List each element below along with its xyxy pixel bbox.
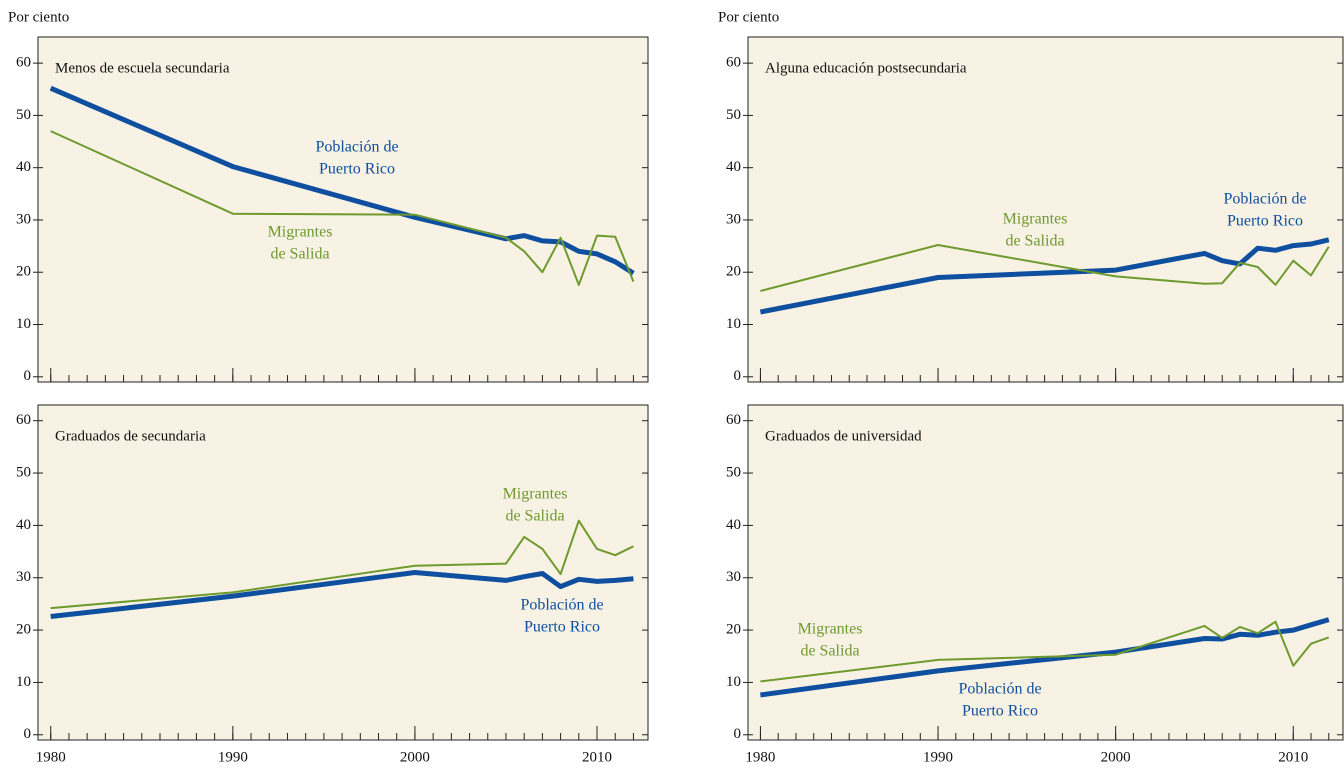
series-label: Puerto Rico — [524, 619, 600, 636]
y-tick-label: 50 — [16, 107, 31, 123]
x-tick-label: 2000 — [400, 749, 430, 765]
y-tick-label: 0 — [734, 726, 742, 742]
series-line — [50, 570, 634, 619]
x-tick-label: 2010 — [1278, 749, 1308, 765]
y-tick-label: 30 — [726, 211, 741, 227]
series-label: Migrantes — [503, 486, 568, 503]
series-line — [49, 85, 635, 276]
y-tick-label: 0 — [24, 726, 32, 742]
y-tick-label: 50 — [16, 464, 31, 480]
panel-title: Graduados de universidad — [765, 428, 922, 444]
y-tick-label: 40 — [16, 517, 31, 533]
series-line — [50, 130, 635, 286]
plot-area — [747, 404, 1344, 741]
series-label: Migrantes — [798, 621, 863, 638]
series-line — [760, 617, 1330, 698]
y-tick-label: 10 — [726, 674, 741, 690]
y-tick-label: 10 — [16, 316, 31, 332]
series-label: Migrantes — [1003, 211, 1068, 228]
plot-area — [37, 404, 649, 741]
panel-title: Alguna educación postsecundaria — [765, 60, 967, 76]
x-tick-label: 1980 — [36, 749, 66, 765]
x-tick-label: 2010 — [582, 749, 612, 765]
y-tick-label: 20 — [726, 622, 741, 638]
series-line — [50, 519, 634, 610]
y-tick-label: 60 — [726, 412, 741, 428]
panel-title: Graduados de secundaria — [55, 428, 206, 444]
series-label: Migrantes — [268, 224, 333, 241]
y-tick-label: 20 — [16, 622, 31, 638]
series-label: Población de — [520, 597, 603, 614]
series-label: Puerto Rico — [1227, 213, 1303, 230]
series-label: Población de — [1223, 191, 1306, 208]
y-tick-label: 60 — [16, 412, 31, 428]
series-label: de Salida — [1005, 233, 1064, 250]
y-tick-label: 60 — [726, 55, 741, 71]
y-axis-label: Por ciento — [718, 9, 779, 25]
series-label: Población de — [958, 681, 1041, 698]
y-tick-label: 30 — [726, 569, 741, 585]
series-line — [760, 620, 1330, 683]
y-tick-label: 40 — [726, 517, 741, 533]
y-tick-label: 0 — [734, 368, 742, 384]
x-tick-label: 1990 — [923, 749, 953, 765]
plot-area — [37, 36, 649, 383]
y-tick-label: 40 — [16, 159, 31, 175]
y-tick-label: 40 — [726, 159, 741, 175]
y-tick-label: 20 — [16, 264, 31, 280]
series-line — [760, 244, 1330, 292]
series-label: de Salida — [270, 246, 329, 263]
y-tick-label: 50 — [726, 464, 741, 480]
series-label: Puerto Rico — [319, 161, 395, 178]
y-tick-label: 30 — [16, 211, 31, 227]
series-label: Población de — [315, 139, 398, 156]
panel-title: Menos de escuela secundaria — [55, 60, 230, 76]
y-tick-label: 50 — [726, 107, 741, 123]
plot-area — [747, 36, 1344, 383]
series-label: de Salida — [800, 643, 859, 660]
y-tick-label: 20 — [726, 264, 741, 280]
x-tick-label: 2000 — [1101, 749, 1131, 765]
y-tick-label: 30 — [16, 569, 31, 585]
x-tick-label: 1980 — [745, 749, 775, 765]
y-axis-label: Por ciento — [8, 9, 69, 25]
y-tick-label: 60 — [16, 55, 31, 71]
y-tick-label: 10 — [726, 316, 741, 332]
series-label: Puerto Rico — [962, 703, 1038, 720]
y-tick-label: 0 — [24, 368, 32, 384]
y-tick-label: 10 — [16, 674, 31, 690]
series-label: de Salida — [505, 508, 564, 525]
x-tick-label: 1990 — [218, 749, 248, 765]
